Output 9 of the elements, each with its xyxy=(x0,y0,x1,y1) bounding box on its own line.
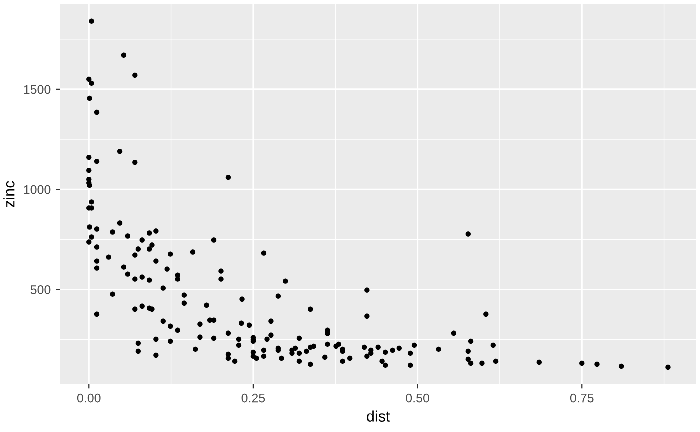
y-tick-label: 1000 xyxy=(24,185,51,194)
y-tick-label: 500 xyxy=(30,286,51,294)
x-tick-label: 0.25 xyxy=(242,394,266,403)
x-tick-label: 0.75 xyxy=(570,394,594,403)
x-axis-title: dist xyxy=(367,410,390,422)
x-tick-label: 0.00 xyxy=(77,394,101,403)
y-tick-label: 1500 xyxy=(24,85,51,94)
x-tick-label: 0.50 xyxy=(406,394,430,403)
y-axis-title: zinc xyxy=(4,181,15,208)
